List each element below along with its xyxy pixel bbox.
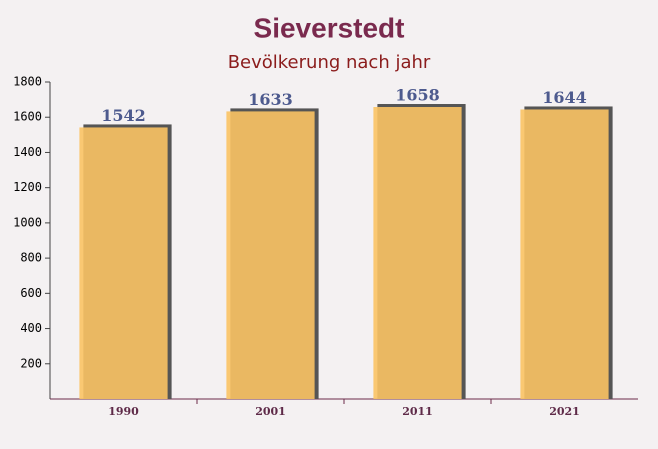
bar — [226, 111, 315, 399]
y-tick-label: 1800 — [13, 75, 42, 89]
value-label: 1542 — [101, 106, 146, 125]
value-label: 1633 — [248, 90, 293, 109]
value-label: 1658 — [395, 86, 440, 105]
bar — [520, 109, 609, 400]
y-tick-label: 800 — [20, 251, 42, 265]
chart-subtitle: Bevölkerung nach jahr — [228, 52, 431, 73]
chart-title: Sieverstedt — [254, 12, 405, 43]
y-tick-label: 600 — [20, 286, 42, 300]
bar — [79, 127, 168, 399]
y-tick-label: 1200 — [13, 180, 42, 194]
x-tick-label: 2011 — [402, 405, 433, 418]
value-label: 1644 — [542, 88, 587, 107]
y-tick-label: 1000 — [13, 215, 42, 229]
x-tick-label: 1990 — [108, 405, 139, 418]
y-tick-label: 400 — [20, 321, 42, 335]
y-tick-label: 1600 — [13, 110, 42, 124]
bar — [373, 107, 462, 399]
y-tick-label: 200 — [20, 356, 42, 370]
x-tick-label: 2021 — [549, 405, 580, 418]
x-tick-label: 2001 — [255, 405, 286, 418]
y-tick-label: 1400 — [13, 145, 42, 159]
